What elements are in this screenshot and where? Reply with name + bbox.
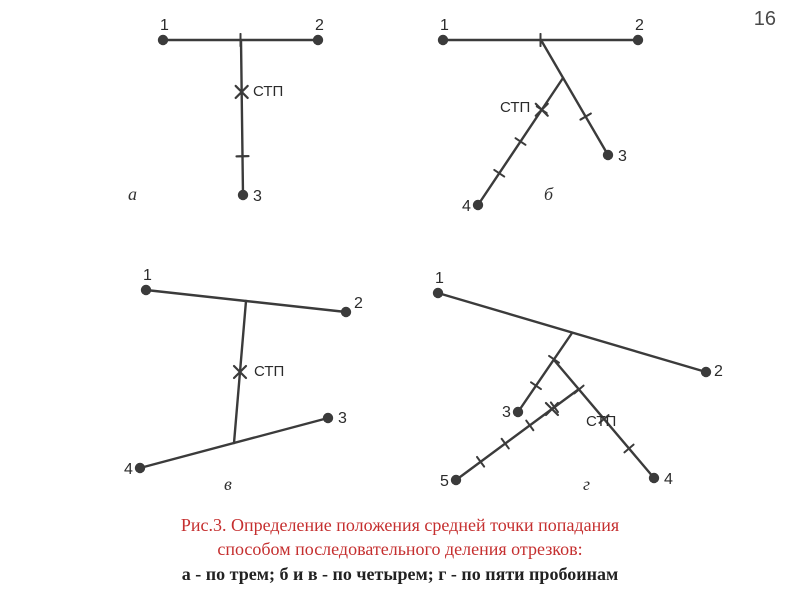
svg-text:2: 2	[354, 295, 363, 312]
svg-text:4: 4	[124, 461, 133, 478]
caption-line-3: а - по трем; б и в - по четырем; г - по …	[182, 564, 618, 584]
svg-text:3: 3	[253, 188, 262, 205]
caption-line-1: Рис.3. Определение положения средней точ…	[181, 515, 619, 535]
diagram-canvas: 1 2 3 СТП а 1 2 3 4 СТП б 1 2 3 4 СТП в 1 2 3 4 5 СТП г	[28, 0, 772, 520]
svg-text:а: а	[128, 184, 137, 204]
svg-text:СТП: СТП	[500, 99, 530, 116]
svg-text:2: 2	[635, 17, 644, 34]
svg-text:б: б	[544, 184, 554, 204]
svg-text:2: 2	[714, 363, 723, 380]
svg-text:в: в	[224, 474, 232, 494]
svg-text:3: 3	[338, 410, 347, 427]
svg-text:СТП: СТП	[253, 83, 283, 100]
svg-text:СТП: СТП	[586, 413, 616, 430]
svg-text:2: 2	[315, 17, 324, 34]
svg-text:3: 3	[618, 148, 627, 165]
svg-text:г: г	[583, 474, 590, 494]
svg-text:4: 4	[664, 471, 673, 488]
svg-text:5: 5	[440, 473, 449, 490]
svg-text:1: 1	[160, 17, 169, 34]
svg-text:1: 1	[143, 267, 152, 284]
svg-text:СТП: СТП	[254, 363, 284, 380]
svg-text:1: 1	[440, 17, 449, 34]
svg-text:1: 1	[435, 270, 444, 287]
caption-line-2: способом последовательного деления отрез…	[217, 539, 582, 559]
svg-text:4: 4	[462, 198, 471, 215]
figure-caption: Рис.3. Определение положения средней точ…	[0, 513, 800, 586]
svg-text:3: 3	[502, 404, 511, 421]
